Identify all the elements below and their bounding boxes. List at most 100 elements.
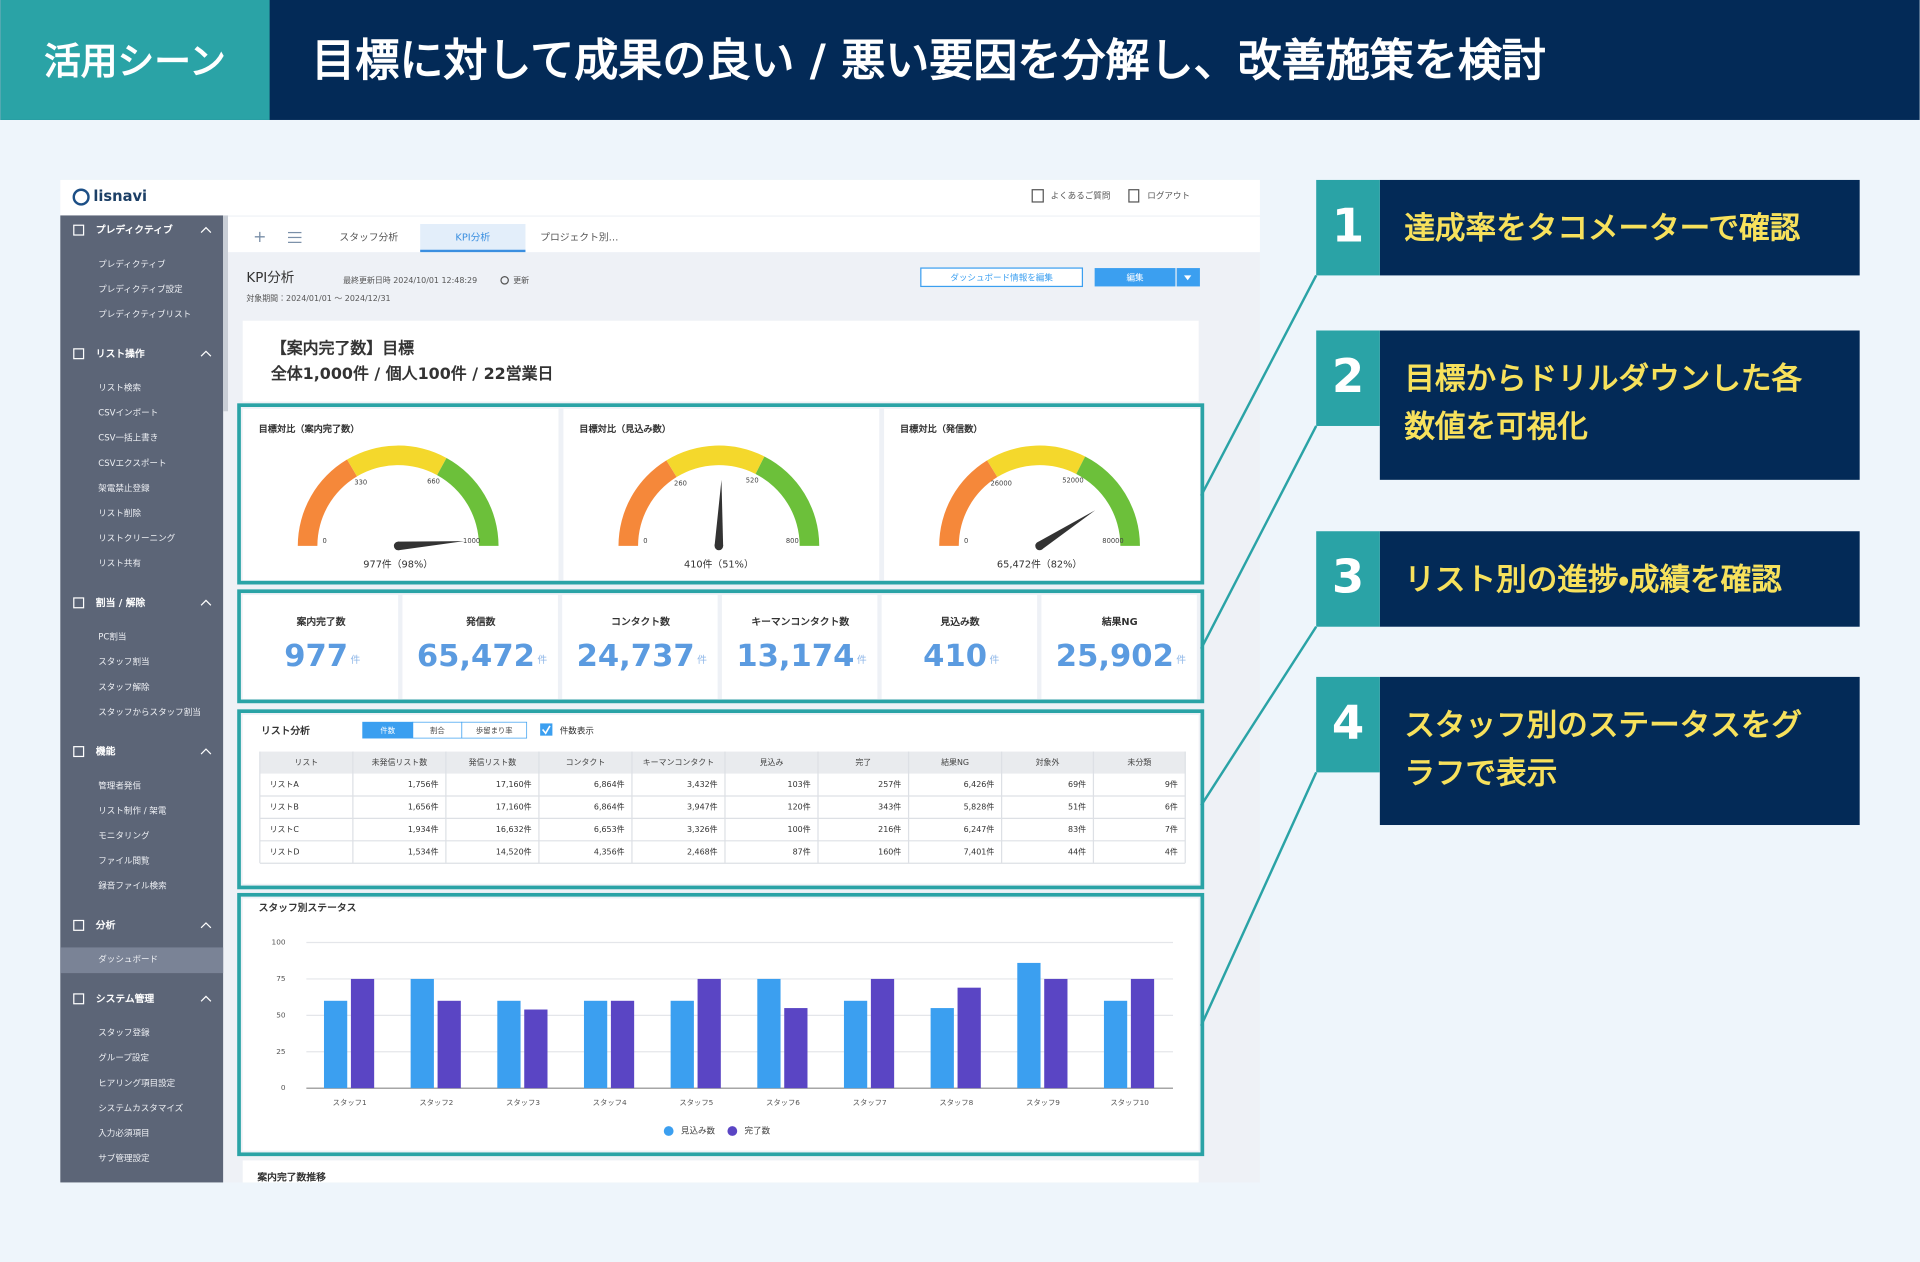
section-icon [73,224,85,236]
x-tick-label: スタッフ2 [419,1098,453,1107]
sidebar-item[interactable]: モニタリング [98,830,150,842]
kpi-unit: 件 [351,654,361,666]
app-topbar [60,179,1260,216]
gauge-band [437,457,499,546]
sidebar-item[interactable]: システムカスタマイズ [98,1102,183,1114]
table-cell: リストC [270,825,300,834]
sidebar-item[interactable]: 録音ファイル検索 [98,880,167,892]
x-tick-label: スタッフ3 [506,1098,540,1107]
table-cell: 216件 [878,824,901,834]
top-link[interactable]: よくあるご質問 [1051,189,1111,201]
toggle-label[interactable]: 歩留まり率 [476,726,513,735]
callout-text: 達成率をタコメーターで確認 [1404,212,1800,247]
kpi-label: 案内完了数 [296,615,346,628]
sidebar-item[interactable]: ファイル閲覧 [98,855,150,867]
table-cell: 5,828件 [964,802,995,812]
sidebar-heading[interactable]: 機能 [96,745,116,758]
bar [784,1008,808,1089]
tab[interactable]: プロジェクト別… [540,231,618,243]
table-cell: 100件 [788,824,811,834]
add-tab[interactable]: + [253,227,266,246]
tab[interactable]: スタッフ分析 [339,230,398,243]
sidebar-item[interactable]: PC割当 [98,631,126,643]
kpi-value: 65,472 [417,639,535,674]
x-tick-label: スタッフ9 [1026,1098,1060,1107]
sidebar-item[interactable]: リストクリーニング [98,532,175,544]
sidebar-item[interactable]: CSVインポート [98,408,158,419]
sidebar-item[interactable]: リスト検索 [98,382,141,394]
callout-number-box [1316,676,1380,773]
kpi-value: 13,174 [736,639,854,674]
callout-box [1379,531,1860,627]
logout-icon [1128,189,1140,203]
gauge-tick-label: 330 [354,479,367,487]
sidebar-item[interactable]: CSVエクスポート [98,458,166,469]
gauge-hub [393,541,403,551]
gauge-band [297,459,358,546]
sidebar-item[interactable]: スタッフからスタッフ割当 [98,706,201,718]
toggle-label[interactable]: 割合 [430,726,445,735]
bar [1103,1000,1128,1089]
header-title: 目標に対して成果の良い / 悪い要因を分解し、改善施策を検討 [311,36,1546,87]
sidebar-heading[interactable]: システム管理 [96,992,155,1005]
top-link[interactable]: ログアウト [1147,189,1190,201]
edit-info-label[interactable]: ダッシュボード情報を編集 [950,271,1053,283]
gauge-band [618,460,677,546]
sidebar-item[interactable]: スタッフ登録 [98,1027,150,1039]
sidebar [60,215,224,1183]
tab[interactable]: KPI分析 [455,230,490,243]
sidebar-item[interactable]: スタッフ割当 [98,656,149,668]
page-title: KPI分析 [246,270,294,286]
table-cell: 69件 [1068,779,1086,789]
y-tick-label: 100 [272,938,286,947]
period: 対象期間：2024/01/01 ～ 2024/12/31 [246,293,390,303]
sidebar-heading[interactable]: プレディクティブ [96,223,173,236]
bar [410,978,434,1089]
edit-button[interactable] [1094,268,1176,287]
table-header: 対象外 [1036,757,1060,767]
sidebar-item[interactable]: サブ管理設定 [98,1152,150,1164]
bar [583,1000,608,1089]
faq-icon [1031,189,1044,203]
refresh[interactable]: 更新 [513,276,529,285]
tabbar [228,216,1260,253]
next-card [242,1160,1199,1183]
gauge-tick-label: 800 [786,537,799,545]
sidebar-heading[interactable]: リスト操作 [96,347,145,360]
sidebar-item[interactable]: リスト削除 [98,507,141,519]
edit-label[interactable]: 編集 [1126,271,1144,283]
sidebar-item[interactable]: リスト共有 [98,557,141,569]
sidebar-item[interactable]: ダッシュボード [98,953,158,965]
sidebar-item[interactable]: プレディクティブリスト [98,308,191,320]
legend-label: 完了数 [745,1125,771,1137]
highlight-frame [237,709,1205,890]
table-cell: 6件 [1165,802,1178,812]
bar [697,978,721,1089]
sidebar-item[interactable]: スタッフ解除 [98,681,150,693]
sidebar-item[interactable]: 架電禁止登録 [98,482,150,494]
sidebar-item[interactable]: CSV一括上書き [98,432,158,444]
kpi-card [881,594,1038,699]
sidebar-item[interactable]: プレディクティブ [98,258,166,270]
callout-text: スタッフ別のステータスをグ [1404,709,1802,744]
next-title: 案内完了数推移 [256,1171,326,1184]
sidebar-heading[interactable]: 割当 / 解除 [96,596,146,609]
gauge-tick-label: 0 [643,537,647,545]
edit-info-button[interactable] [920,267,1084,288]
table-cell: 83件 [1068,824,1086,834]
toggle-label[interactable]: 件数 [380,726,395,735]
toggle[interactable] [461,721,528,739]
sidebar-item[interactable]: ヒアリング項目設定 [98,1077,175,1089]
sidebar-item[interactable]: プレディクティブ設定 [98,283,183,295]
sidebar-item[interactable]: 管理者発信 [98,779,141,791]
x-tick-label: スタッフ5 [679,1098,713,1107]
table-cell: 1,756件 [408,779,439,789]
table-cell: 6,247件 [964,824,995,834]
sidebar-item[interactable]: グループ設定 [98,1052,149,1064]
table-header: 見込み [760,758,784,767]
checkbox[interactable] [540,723,553,736]
sidebar-heading[interactable]: 分析 [95,918,116,931]
sidebar-item[interactable]: 入力必須項目 [98,1127,149,1139]
table-cell: 120件 [788,802,811,812]
sidebar-item[interactable]: リスト制作 / 架電 [98,804,167,816]
